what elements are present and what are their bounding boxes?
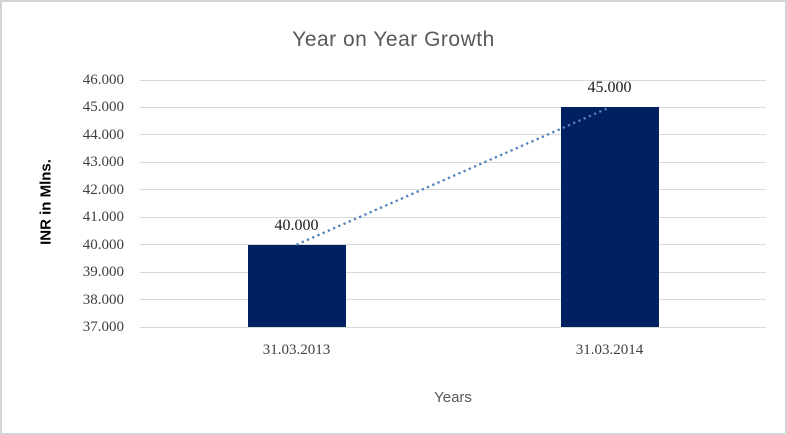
trendline [296,106,610,246]
y-tick-label: 44.000 [82,126,124,143]
y-tick-label: 40.000 [82,236,124,253]
bar-31.03.2014 [560,107,659,327]
y-axis-title: INR in Mlns. [37,159,55,245]
chart-title: Year on Year Growth [292,28,495,51]
plot-area: 40.000 45.000 [140,79,766,328]
gridline [140,271,766,273]
gridline [140,79,766,81]
y-tick-label: 42.000 [82,181,124,198]
gridline [140,189,766,191]
y-tick-label: 39.000 [82,264,124,281]
y-tick-label: 37.000 [82,319,124,335]
data-label: 45.000 [587,79,632,97]
gridline [140,326,766,328]
y-tick-label: 38.000 [82,291,124,308]
y-tick-label: 46.000 [82,72,124,88]
gridline [140,299,766,301]
gridline [140,161,766,163]
x-tick-label: 31.03.2013 [262,342,331,358]
gridline [140,134,766,136]
bar-31.03.2013 [247,244,346,327]
gridline [140,216,766,218]
y-tick-label: 45.000 [82,99,124,116]
y-tick-label: 41.000 [82,209,124,226]
gridline [140,244,766,246]
x-tick-label: 31.03.2014 [575,342,644,358]
gridline [140,106,766,108]
trendline-path [296,106,610,246]
data-label: 40.000 [274,216,319,234]
x-axis-title: Years [434,389,472,406]
y-tick-label: 43.000 [82,154,124,171]
